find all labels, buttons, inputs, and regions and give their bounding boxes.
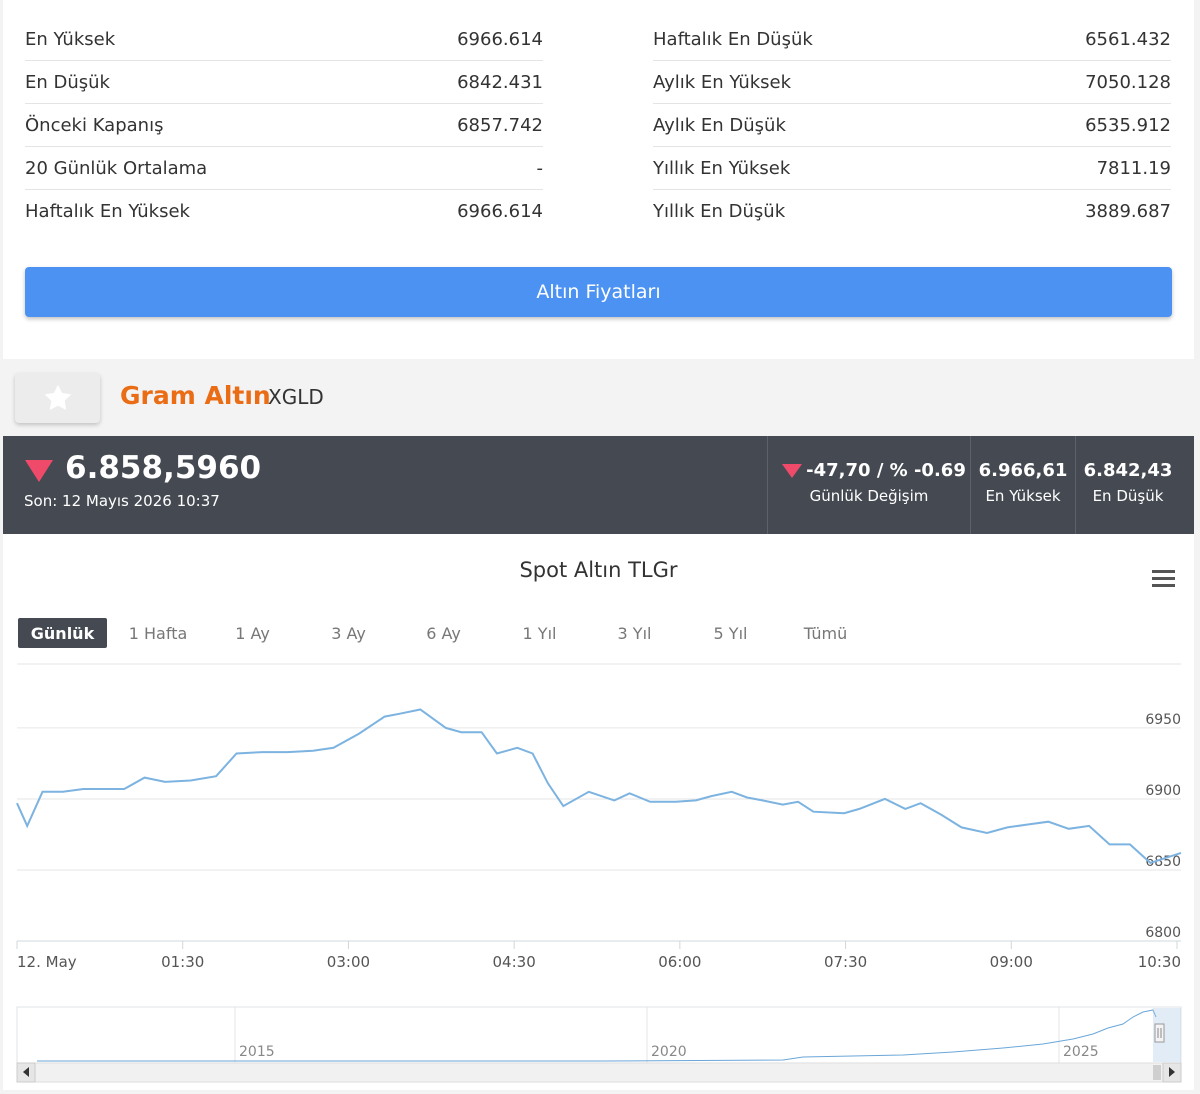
stat-value: 7050.128 — [1085, 71, 1171, 93]
stats-card: En Yüksek 6966.614 En Düşük 6842.431 Öncek… — [3, 0, 1194, 359]
navigator-scrollbar[interactable] — [16, 1062, 1182, 1083]
stat-label: Yıllık En Yüksek — [653, 157, 791, 179]
x-tick-label: 03:00 — [327, 953, 370, 971]
navigator-label: 2015 — [239, 1044, 275, 1060]
scroll-left-arrow-icon — [23, 1067, 29, 1077]
x-axis-labels: 12. May 01:30 03:00 04:30 06:00 07:30 09:00 10:… — [16, 941, 1181, 971]
scroll-thumb[interactable] — [1153, 1065, 1161, 1080]
stat-label: Aylık En Düşük — [653, 114, 786, 136]
favorite-button[interactable] — [15, 373, 100, 423]
stat-row: Haftalık En Yüksek 6966.614 — [25, 190, 543, 233]
day-high-value: 6.966,61 — [978, 460, 1068, 481]
x-tick-label: 09:00 — [990, 953, 1033, 971]
stat-value: 6842.431 — [457, 71, 543, 93]
stat-row: Haftalık En Düşük 6561.432 — [653, 18, 1171, 61]
day-low-label: En Düşük — [1092, 487, 1164, 505]
stat-row: 20 Günlük Ortalama - — [25, 147, 543, 190]
daily-change-value: -47,70 / % -0.69 — [806, 460, 966, 481]
stat-row: Yıllık En Düşük 3889.687 — [653, 190, 1171, 233]
navigator[interactable]: 2015 2020 2025 — [16, 1006, 1182, 1064]
stat-value: 6561.432 — [1085, 28, 1171, 50]
daily-change-label: Günlük Değişim — [809, 487, 929, 505]
range-tab-3-years[interactable]: 3 Yıl — [617, 623, 652, 643]
gold-prices-button[interactable]: Altın Fiyatları — [25, 267, 1172, 317]
stat-label: Önceki Kapanış — [25, 114, 164, 136]
stat-label: En Yüksek — [25, 28, 116, 50]
stat-label: Haftalık En Yüksek — [25, 201, 190, 222]
range-tab-daily[interactable]: Günlük — [18, 618, 107, 648]
stat-value: 6535.912 — [1085, 114, 1171, 136]
stat-row: En Düşük 6842.431 — [25, 61, 543, 104]
y-axis-labels: 6800 6850 6900 6950 — [1145, 712, 1181, 941]
scroll-right-arrow-icon — [1169, 1067, 1175, 1077]
stat-label: 20 Günlük Ortalama — [25, 157, 208, 179]
hamburger-menu-icon[interactable] — [1152, 570, 1175, 588]
x-tick-label: 01:30 — [161, 953, 204, 971]
stat-value: 6857.742 — [457, 114, 543, 136]
asset-code: XGLD — [268, 385, 324, 409]
last-update-time: Son: 12 Mayıs 2026 10:37 — [24, 492, 220, 510]
stat-label: Yıllık En Düşük — [653, 201, 786, 222]
navigator-label: 2025 — [1063, 1044, 1099, 1060]
current-price: 6.858,5960 — [65, 450, 262, 486]
x-tick-label: 06:00 — [658, 953, 701, 971]
stat-value: 6966.614 — [457, 28, 543, 50]
navigator-handle[interactable] — [1154, 1023, 1165, 1043]
day-low-value: 6.842,43 — [1083, 460, 1173, 481]
range-tab-3-months[interactable]: 3 Ay — [331, 623, 366, 643]
down-arrow-icon — [782, 464, 802, 478]
x-tick-label: 04:30 — [493, 953, 536, 971]
day-high-cell: 6.966,61 En Yüksek — [970, 436, 1075, 534]
y-tick-label: 6850 — [1145, 854, 1181, 870]
stat-label: Haftalık En Düşük — [653, 28, 813, 50]
stat-label: En Düşük — [25, 71, 110, 93]
navigator-label: 2020 — [651, 1044, 687, 1060]
stat-value: 3889.687 — [1085, 201, 1171, 222]
price-line-chart: 6800 6850 6900 6950 12. May 01:30 03:00 04:30 0… — [16, 663, 1182, 1083]
day-high-label: En Yüksek — [985, 487, 1061, 505]
x-tick-label: 10:30 — [1138, 953, 1181, 971]
range-tab-1-week[interactable]: 1 Hafta — [128, 623, 188, 643]
day-low-cell: 6.842,43 En Düşük — [1075, 436, 1180, 534]
price-bar: 6.858,5960 Son: 12 Mayıs 2026 10:37 -47,… — [3, 436, 1194, 534]
y-tick-label: 6800 — [1145, 925, 1181, 941]
stat-row: Yıllık En Yüksek 7811.19 — [653, 147, 1171, 190]
chart-title: Spot Altın TLGr — [519, 558, 678, 582]
x-tick-label: 07:30 — [824, 953, 867, 971]
range-tab-5-years[interactable]: 5 Yıl — [713, 623, 748, 643]
stat-row: Önceki Kapanış 6857.742 — [25, 104, 543, 147]
y-grid — [17, 727, 1181, 871]
range-tab-all[interactable]: Tümü — [803, 623, 848, 643]
stat-value: 6966.614 — [457, 201, 543, 222]
stat-label: Aylık En Yüksek — [653, 71, 792, 93]
y-tick-label: 6900 — [1145, 783, 1181, 799]
asset-name: Gram Altın — [120, 381, 271, 410]
x-tick-label: 12. May — [17, 953, 77, 971]
daily-change-cell: -47,70 / % -0.69 Günlük Değişim — [767, 436, 970, 534]
star-icon — [44, 384, 71, 411]
price-series-line — [16, 708, 1182, 865]
stat-row: En Yüksek 6966.614 — [25, 18, 543, 61]
stat-value: - — [536, 157, 544, 179]
stat-row: Aylık En Düşük 6535.912 — [653, 104, 1171, 147]
stats-column-right: Haftalık En Düşük 6561.432 Aylık En Yükse… — [653, 18, 1171, 233]
stat-row: Aylık En Yüksek 7050.128 — [653, 61, 1171, 104]
chart-area: Spot Altın TLGr Günlük 1 Hafta 1 Ay 3 Ay… — [3, 534, 1194, 1090]
y-tick-label: 6950 — [1145, 712, 1181, 728]
stats-column-left: En Yüksek 6966.614 En Düşük 6842.431 Öncek… — [25, 18, 543, 233]
stat-value: 7811.19 — [1096, 157, 1171, 179]
down-arrow-icon — [25, 460, 53, 482]
range-tab-1-year[interactable]: 1 Yıl — [522, 623, 557, 643]
range-tab-1-month[interactable]: 1 Ay — [235, 623, 270, 643]
range-tab-6-months[interactable]: 6 Ay — [426, 623, 461, 643]
